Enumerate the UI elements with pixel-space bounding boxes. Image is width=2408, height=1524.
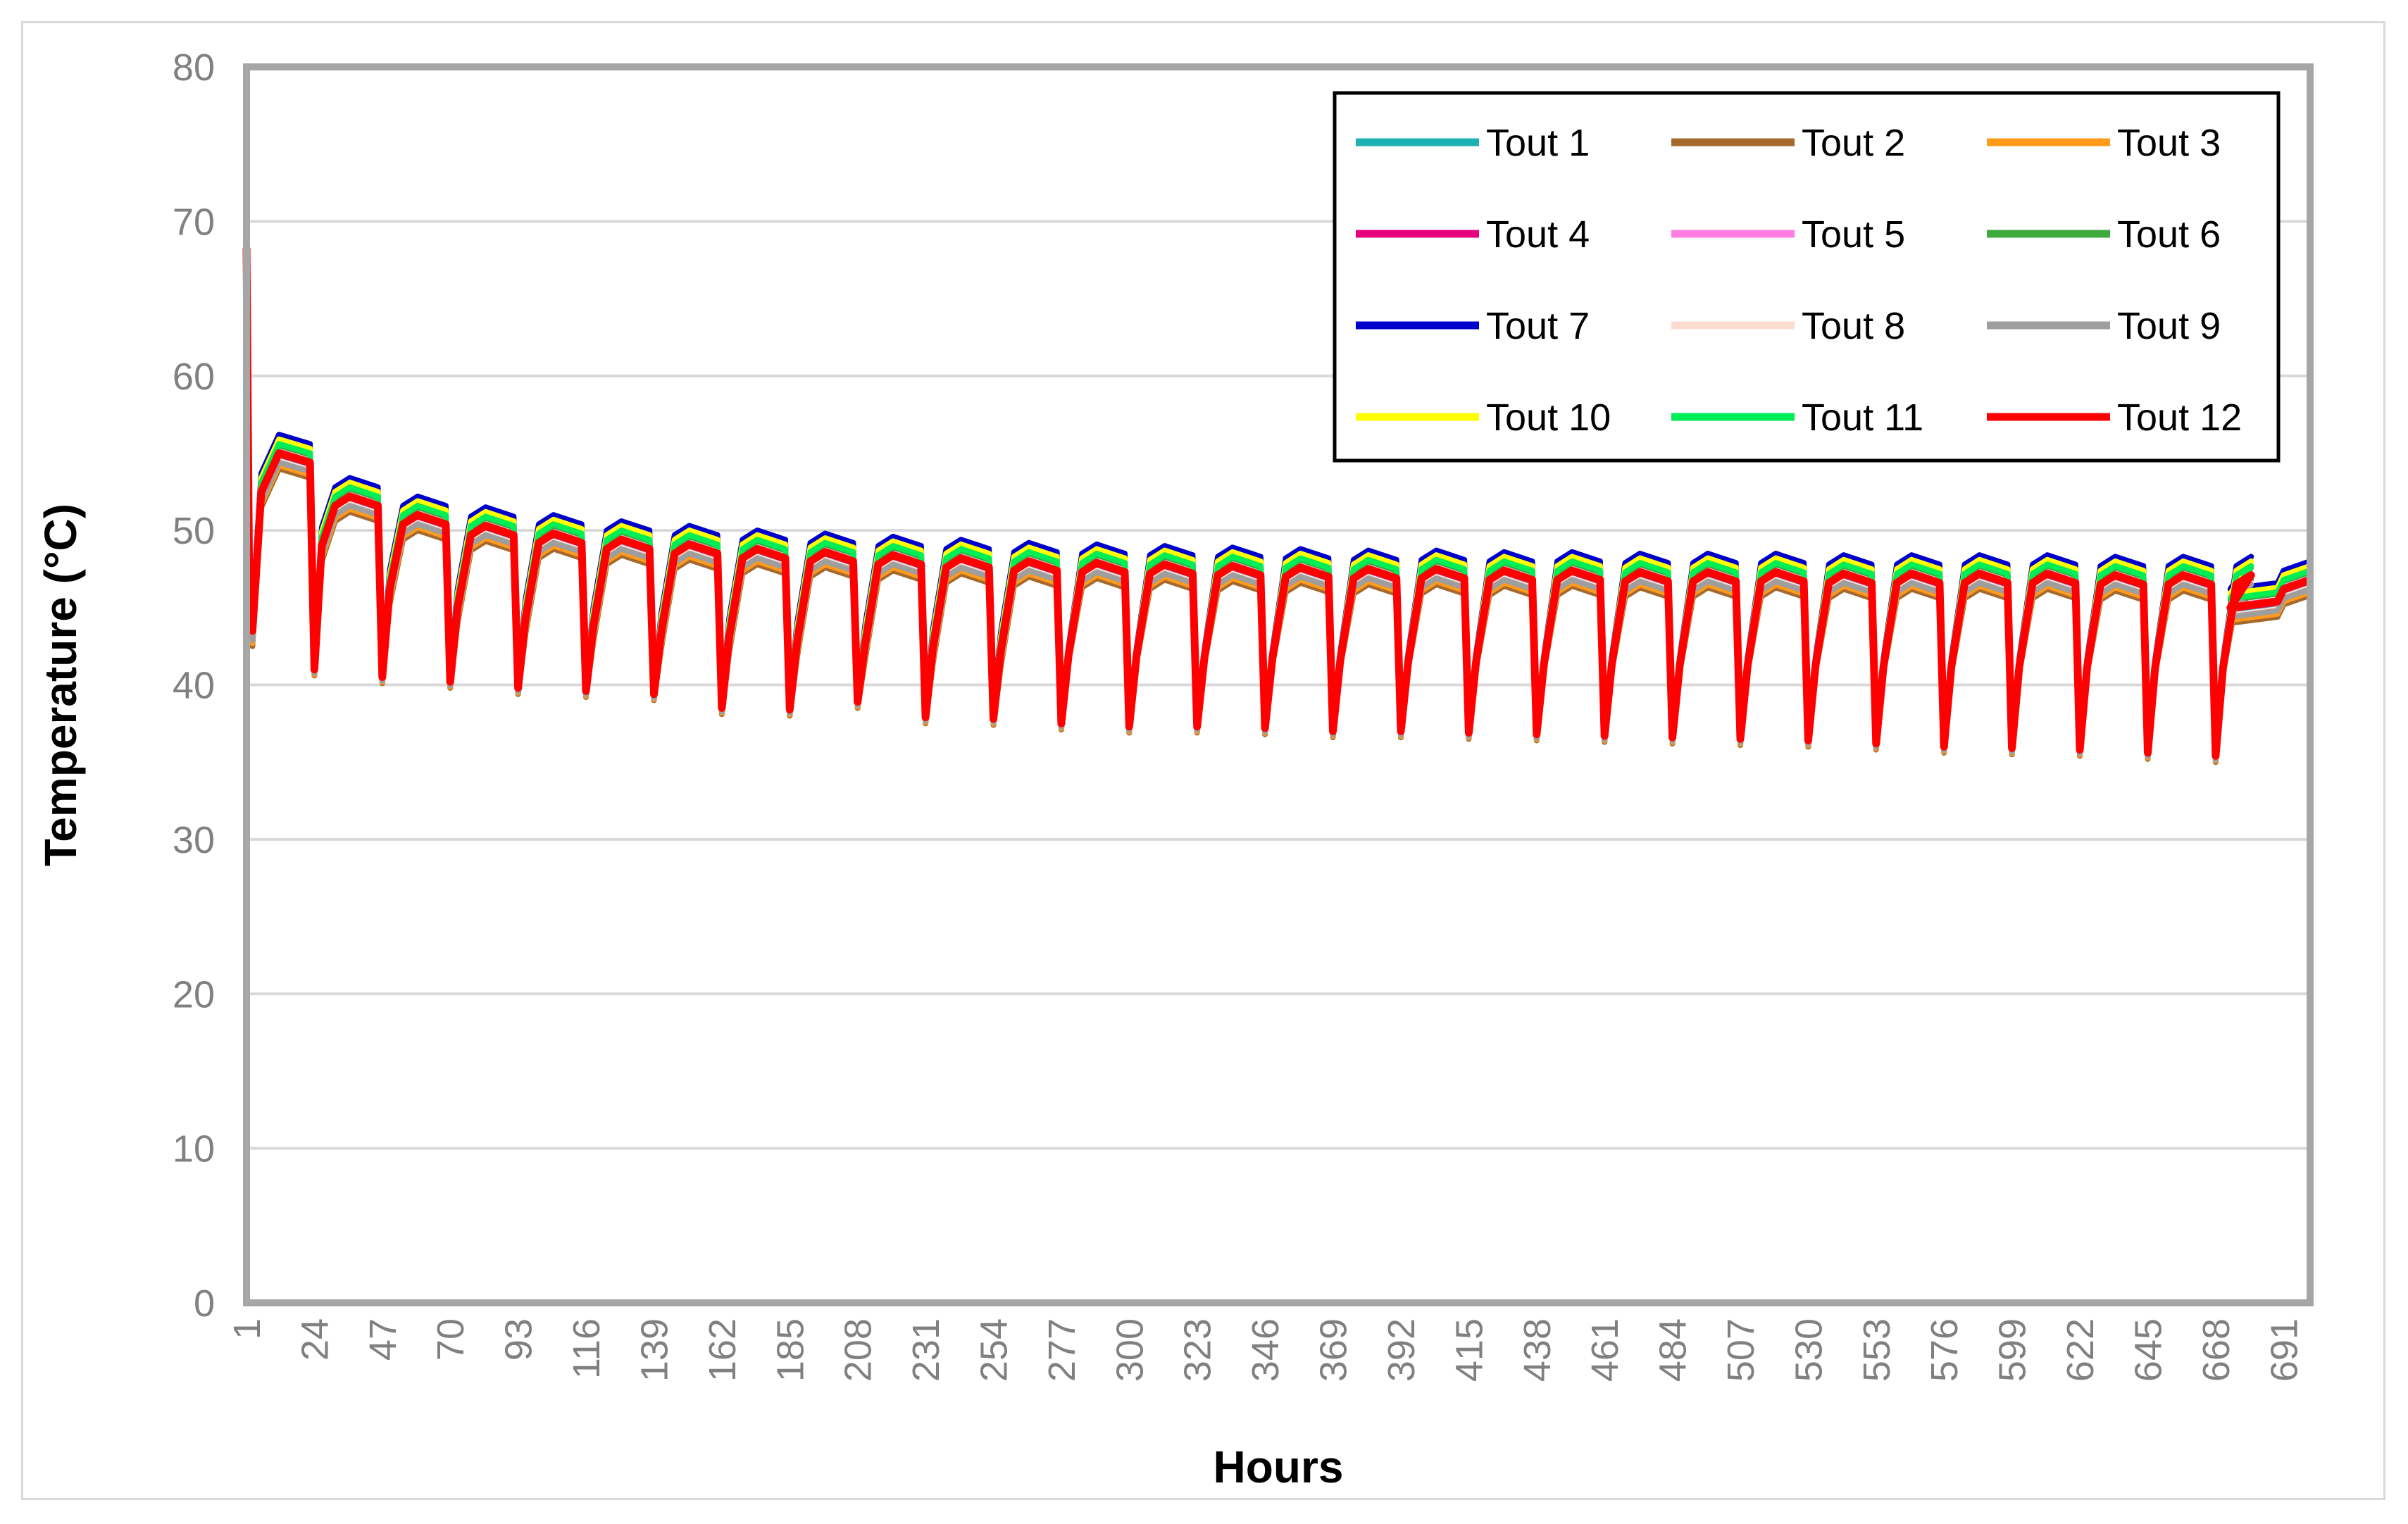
x-tick-label: 323 bbox=[1177, 1318, 1219, 1382]
legend-label: Tout 4 bbox=[1486, 213, 1590, 256]
y-tick-label: 50 bbox=[173, 510, 215, 552]
x-tick-label: 93 bbox=[498, 1318, 540, 1361]
x-tick-label: 392 bbox=[1380, 1318, 1423, 1382]
y-tick-label: 40 bbox=[173, 665, 215, 707]
legend: Tout 1 Tout 2 Tout 3 Tout 4 Tout 5 Tout 6 Tout… bbox=[1333, 91, 2281, 463]
x-tick-label: 438 bbox=[1516, 1318, 1559, 1382]
legend-label: Tout 2 bbox=[1802, 122, 1905, 164]
x-tick-label: 645 bbox=[2127, 1318, 2169, 1382]
plot-area-border bbox=[243, 63, 2314, 1306]
y-axis-ticks: 0 10 20 30 40 50 60 70 80 bbox=[173, 46, 215, 1325]
x-tick-label: 599 bbox=[1992, 1318, 2034, 1382]
x-tick-label: 668 bbox=[2195, 1318, 2238, 1382]
series-line-12 bbox=[242, 247, 2312, 760]
x-tick-label: 369 bbox=[1313, 1318, 1355, 1382]
x-tick-label: 116 bbox=[566, 1318, 608, 1379]
x-tick-label: 484 bbox=[1652, 1318, 1695, 1382]
x-tick-label: 1 bbox=[226, 1318, 268, 1339]
y-tick-label: 60 bbox=[173, 356, 215, 398]
legend-label: Tout 5 bbox=[1802, 213, 1905, 256]
legend-label: Tout 6 bbox=[2117, 213, 2221, 256]
legend-label: Tout 3 bbox=[2117, 122, 2221, 164]
x-tick-label: 139 bbox=[633, 1318, 675, 1382]
legend-label: Tout 11 bbox=[1802, 396, 1923, 439]
y-tick-label: 70 bbox=[173, 201, 215, 243]
x-axis-title: Hours bbox=[1214, 1442, 1344, 1492]
legend-label: Tout 12 bbox=[2117, 396, 2242, 439]
x-tick-label: 185 bbox=[769, 1318, 811, 1382]
x-tick-label: 277 bbox=[1041, 1318, 1083, 1382]
y-tick-label: 30 bbox=[173, 819, 215, 861]
x-tick-label: 208 bbox=[837, 1318, 880, 1382]
x-tick-label: 622 bbox=[2059, 1318, 2102, 1382]
legend-label: Tout 9 bbox=[2117, 305, 2221, 347]
x-tick-label: 691 bbox=[2263, 1318, 2305, 1382]
x-tick-label: 553 bbox=[1856, 1318, 1898, 1382]
y-tick-label: 10 bbox=[173, 1128, 215, 1170]
x-tick-label: 162 bbox=[701, 1318, 744, 1382]
x-tick-label: 231 bbox=[905, 1318, 947, 1382]
y-tick-label: 0 bbox=[194, 1282, 215, 1325]
legend-label: Tout 8 bbox=[1802, 305, 1905, 347]
y-tick-label: 20 bbox=[173, 973, 215, 1016]
x-axis-ticks: 1 24 47 70 93 116 139 162 185 208 231 254 277 300 323 3… bbox=[226, 1318, 2305, 1382]
legend-label: Tout 7 bbox=[1486, 305, 1590, 347]
x-tick-label: 346 bbox=[1244, 1318, 1287, 1382]
x-tick-label: 47 bbox=[362, 1318, 404, 1361]
x-tick-label: 70 bbox=[430, 1318, 472, 1361]
x-tick-label: 300 bbox=[1109, 1318, 1151, 1382]
y-axis-title: Temperature (°C) bbox=[35, 504, 86, 866]
series-layer bbox=[242, 247, 2312, 766]
x-tick-label: 415 bbox=[1448, 1318, 1490, 1382]
legend-box bbox=[1333, 91, 2281, 463]
legend-label: Tout 1 bbox=[1486, 122, 1590, 164]
x-tick-label: 530 bbox=[1788, 1318, 1830, 1382]
x-tick-label: 254 bbox=[973, 1318, 1016, 1382]
x-tick-label: 24 bbox=[294, 1318, 336, 1361]
x-tick-label: 507 bbox=[1720, 1318, 1762, 1382]
x-tick-label: 461 bbox=[1584, 1318, 1626, 1382]
y-tick-label: 80 bbox=[173, 46, 215, 89]
legend-label: Tout 10 bbox=[1486, 396, 1611, 439]
x-tick-label: 576 bbox=[1923, 1318, 1966, 1382]
